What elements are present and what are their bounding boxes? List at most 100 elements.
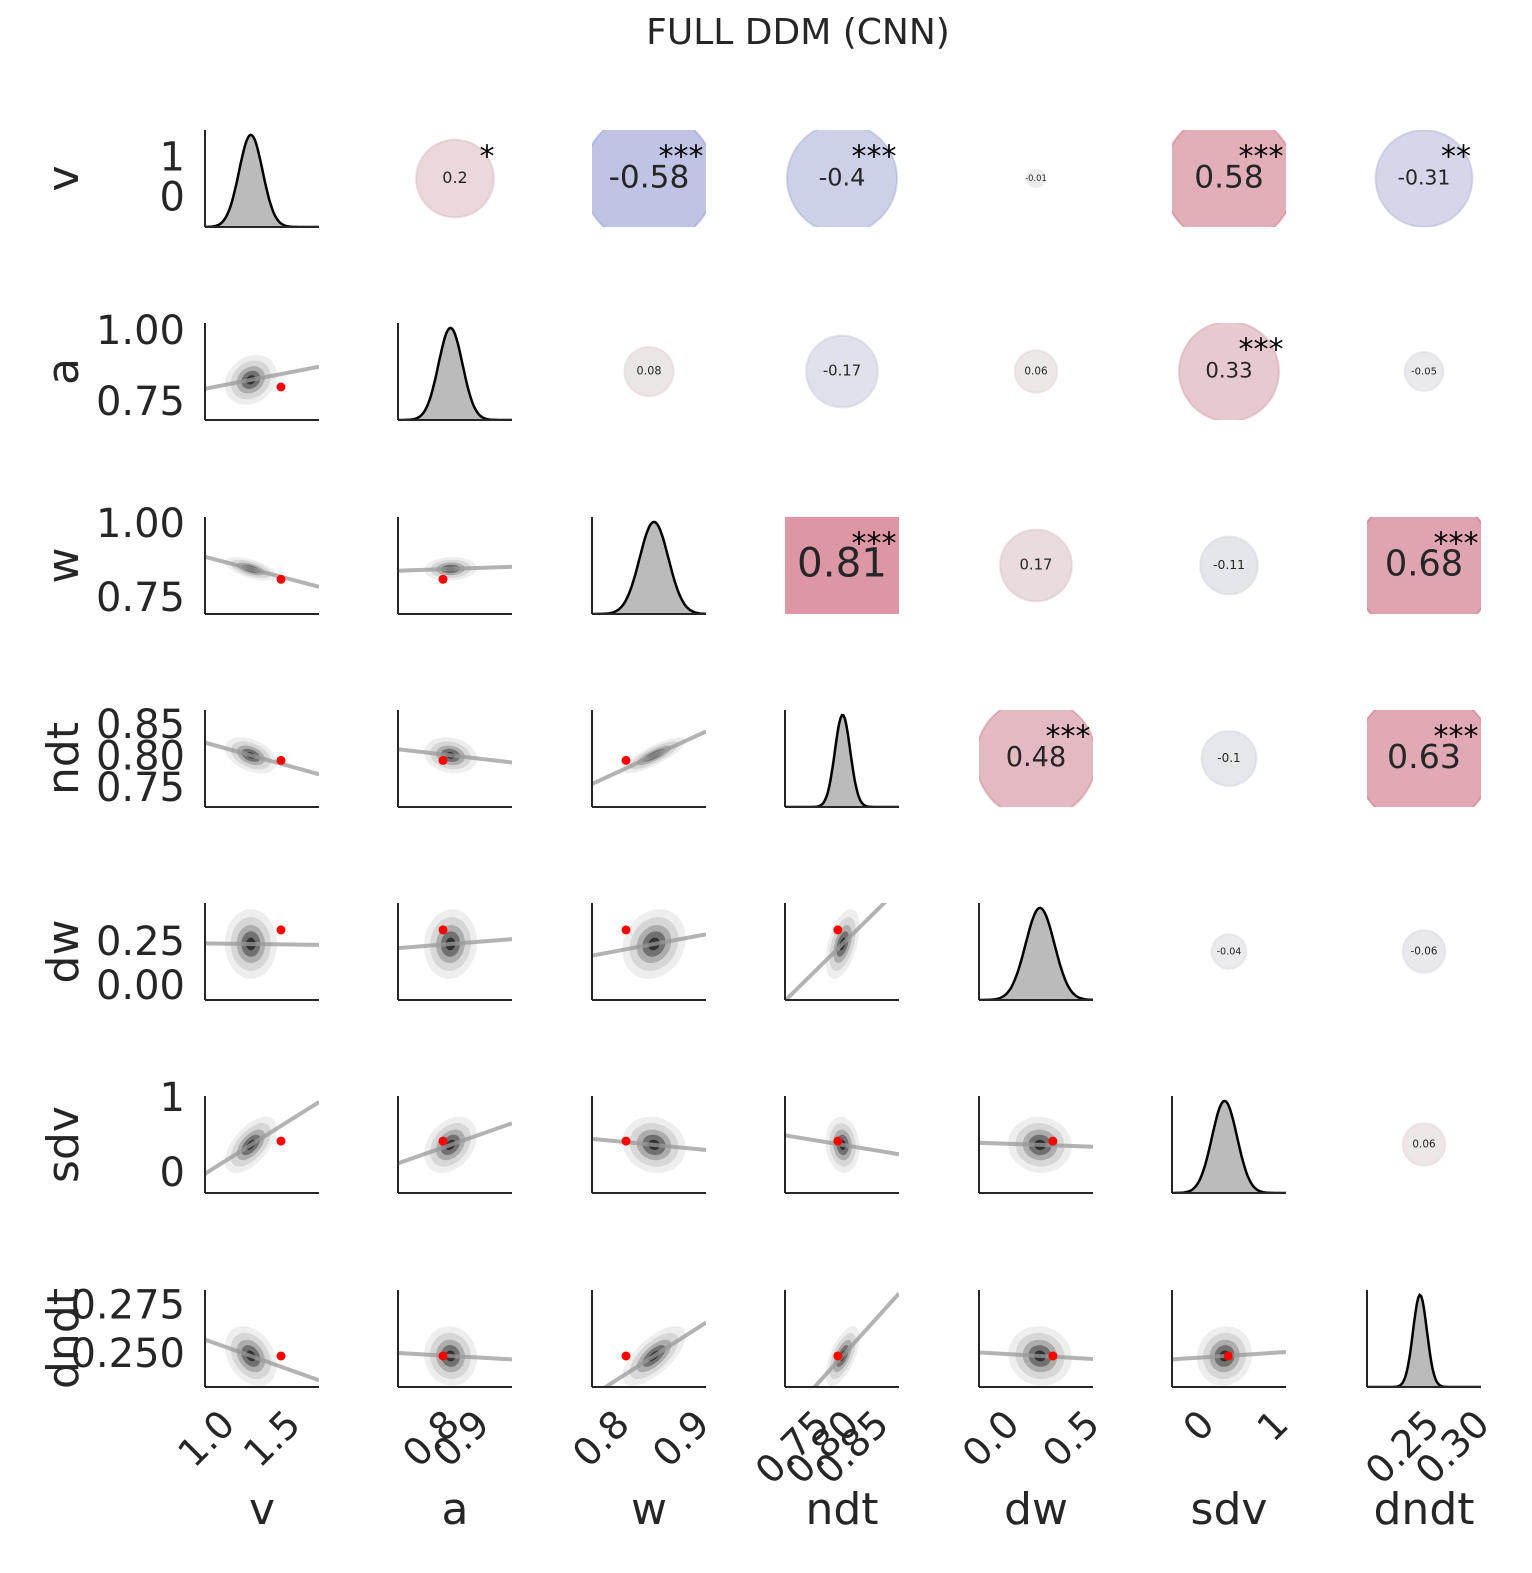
panel (398, 557, 512, 581)
x-axis-label: ndt (805, 1484, 878, 1535)
panel (205, 554, 319, 589)
regression-line (398, 564, 512, 573)
true-value (833, 1351, 843, 1361)
y-tick-label: 1.00 (96, 308, 185, 354)
panel (592, 130, 706, 227)
corr-label: -0.58 (609, 160, 690, 196)
significance-stars: *** (1046, 720, 1091, 755)
panel (1172, 1099, 1286, 1193)
regression-line (592, 729, 706, 786)
x-axis-label: w (631, 1484, 667, 1535)
regression-line (205, 740, 319, 777)
significance-stars: *** (1239, 140, 1284, 175)
corr-label: 0.06 (1412, 1139, 1435, 1151)
true-value (621, 1351, 631, 1361)
density-line (785, 713, 899, 807)
panel (1403, 351, 1445, 392)
corr-dot (1374, 130, 1474, 227)
y-tick-label: 0.250 (70, 1331, 185, 1377)
panel (592, 909, 706, 979)
panel (205, 1100, 319, 1176)
panel (1401, 1122, 1447, 1167)
corr-dot (1367, 517, 1481, 614)
y-tick-label: 0 (160, 1150, 185, 1196)
corr-label: 0.48 (1006, 742, 1067, 773)
regression-line (205, 1100, 319, 1176)
corr-label: 0.2 (442, 168, 467, 187)
density (1367, 1294, 1481, 1387)
panel (205, 354, 319, 405)
panel (785, 517, 899, 614)
true-value (438, 925, 448, 935)
x-tick-label: 1.5 (235, 1402, 309, 1476)
density-line (592, 520, 706, 614)
significance-stars: ** (1441, 140, 1471, 175)
corr-label: 0.17 (1020, 557, 1053, 574)
panel (1367, 710, 1481, 807)
panel (805, 334, 879, 409)
y-axis-label: w (38, 548, 89, 584)
true-value (276, 1136, 286, 1146)
panel (979, 1326, 1093, 1386)
regression-line (398, 1350, 512, 1362)
panel (398, 326, 512, 420)
true-value (1223, 1351, 1233, 1361)
corr-label: -0.31 (1398, 166, 1451, 190)
corr-dot (1367, 710, 1481, 807)
y-tick-label: 1 (160, 1075, 185, 1121)
significance-stars: *** (852, 527, 897, 562)
regression-line (398, 1121, 512, 1166)
panel (1210, 933, 1248, 970)
y-tick-label: 1 (160, 135, 185, 181)
density (979, 907, 1093, 1000)
regression-line (785, 1133, 899, 1157)
regression-line (785, 903, 888, 1000)
panel (785, 713, 899, 807)
panel (1172, 130, 1286, 227)
corr-dot (592, 130, 706, 227)
x-tick-label: 0 (1175, 1402, 1223, 1450)
panel (1367, 517, 1481, 614)
panel (398, 1116, 512, 1173)
y-tick-label: 0.00 (96, 963, 185, 1009)
panel (398, 909, 512, 979)
true-value (438, 1136, 448, 1146)
y-axis-label: v (38, 165, 89, 191)
corr-dot (1403, 351, 1445, 392)
corr-dot (999, 528, 1073, 603)
significance-stars: *** (1434, 720, 1479, 755)
panel (623, 345, 675, 398)
panel (592, 520, 706, 614)
panel (999, 528, 1073, 603)
regression-line (592, 932, 706, 958)
density (785, 715, 899, 807)
corr-dot (415, 138, 495, 219)
corr-dot (1210, 933, 1248, 970)
density (205, 134, 319, 227)
true-value (621, 755, 631, 765)
panel (979, 1116, 1093, 1173)
true-value (438, 1351, 448, 1361)
panel (1013, 349, 1059, 394)
corr-label: -0.1 (1217, 751, 1240, 765)
density-line (979, 906, 1093, 1000)
regression-line (592, 1136, 706, 1152)
true-value (276, 382, 286, 392)
x-axis-label: v (249, 1484, 275, 1535)
corr-dot (1401, 1122, 1447, 1167)
y-tick-label: 0.75 (96, 379, 185, 425)
corr-label: -0.4 (819, 164, 866, 192)
true-value (621, 1136, 631, 1146)
panel (398, 1326, 512, 1386)
y-tick-label: 0.75 (96, 575, 185, 621)
regression-line (601, 1320, 706, 1387)
panel (205, 737, 319, 777)
regression-line (979, 1350, 1093, 1361)
y-tick-label: 0.80 (96, 734, 185, 780)
significance-stars: *** (659, 140, 704, 175)
true-value (276, 1351, 286, 1361)
corr-dot (805, 334, 879, 409)
corr-label: -0.17 (823, 363, 861, 380)
y-tick-label: 0 (160, 174, 185, 220)
regression-line (205, 364, 319, 391)
